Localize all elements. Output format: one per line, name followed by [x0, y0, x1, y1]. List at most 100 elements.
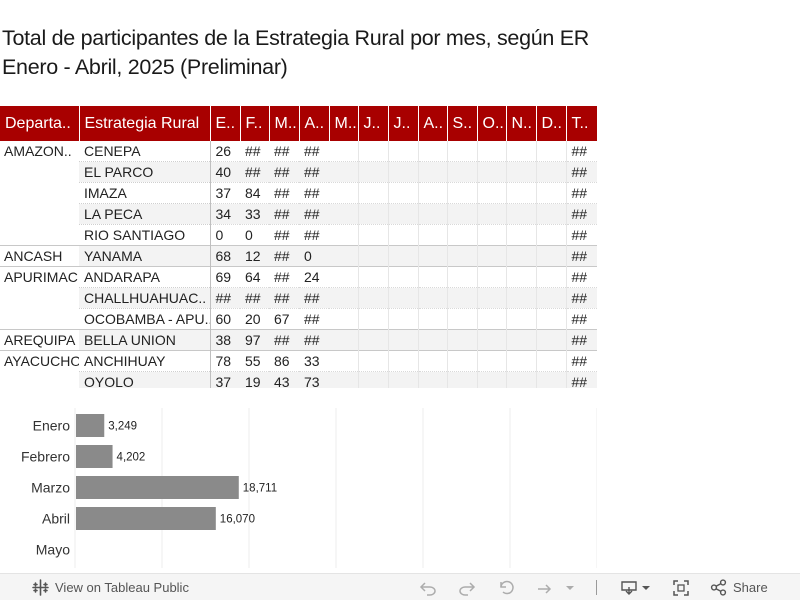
bar[interactable]: [76, 507, 216, 530]
month-value-cell: [536, 266, 567, 288]
refresh-button[interactable]: [535, 574, 555, 601]
bar-chart[interactable]: Enero 3,249 Febrero 4,202 Marzo 18,711 Abril 16…: [0, 408, 597, 568]
table-row[interactable]: AYACUCHO ANCHIHUAY 78 55 86 33 ##: [0, 350, 597, 372]
month-value-cell: ##: [299, 287, 329, 309]
download-button[interactable]: [621, 574, 651, 601]
column-header[interactable]: O..: [477, 106, 507, 141]
column-header[interactable]: J..: [358, 106, 389, 141]
month-value-cell: [358, 203, 389, 225]
table-row[interactable]: OYOLO 37 19 43 73 ##: [0, 371, 597, 388]
strategy-cell: OCOBAMBA - APU..: [79, 308, 211, 330]
refresh-dropdown[interactable]: [565, 574, 575, 601]
table-row[interactable]: IMAZA 37 84 ## ## ##: [0, 182, 597, 204]
month-value-cell: 68: [210, 245, 240, 267]
month-value-cell: [447, 371, 478, 388]
redo-button[interactable]: [458, 574, 476, 601]
column-header[interactable]: J..: [388, 106, 419, 141]
month-value-cell: [418, 224, 448, 246]
column-header[interactable]: F..: [240, 106, 270, 141]
month-value-cell: [418, 182, 448, 204]
month-value-cell: [388, 308, 419, 330]
column-header[interactable]: A..: [299, 106, 330, 141]
strategy-cell: ANDARAPA: [79, 266, 211, 288]
chevron-down-icon: [566, 585, 574, 590]
total-cell: ##: [566, 371, 597, 388]
month-value-cell: [477, 161, 507, 183]
table-row[interactable]: CHALLHUAHUAC.. ## ## ## ## ##: [0, 287, 597, 309]
table-row[interactable]: AMAZON.. CENEPA 26 ## ## ## ##: [0, 141, 597, 162]
title-line-1: Total de participantes de la Estrategia …: [2, 26, 590, 50]
column-header[interactable]: S..: [447, 106, 478, 141]
bar[interactable]: [76, 445, 113, 468]
data-label: 3,249: [108, 421, 137, 433]
month-value-cell: 0: [299, 245, 329, 267]
month-value-cell: [329, 329, 359, 351]
column-header[interactable]: Departa..: [0, 106, 80, 141]
total-cell: ##: [566, 350, 597, 372]
month-value-cell: ##: [299, 224, 329, 246]
month-value-cell: [329, 203, 359, 225]
data-label: 16,070: [220, 514, 255, 526]
column-header[interactable]: T..: [566, 106, 597, 141]
table-row[interactable]: ANCASH YANAMA 68 12 ## 0 ##: [0, 245, 597, 267]
revert-button[interactable]: [498, 574, 516, 601]
share-button[interactable]: Share: [710, 574, 768, 601]
month-value-cell: [506, 308, 537, 330]
month-value-cell: [477, 308, 507, 330]
month-value-cell: 60: [210, 308, 240, 330]
month-value-cell: [418, 308, 448, 330]
column-header[interactable]: A..: [418, 106, 448, 141]
month-value-cell: 33: [240, 203, 269, 225]
page-title: Total de participantes de la Estrategia …: [2, 24, 602, 82]
column-header[interactable]: M..: [329, 106, 359, 141]
month-value-cell: [388, 161, 419, 183]
revert-icon: [500, 580, 514, 594]
month-value-cell: [388, 203, 419, 225]
share-label: Share: [733, 580, 768, 595]
month-value-cell: 84: [240, 182, 269, 204]
table-row[interactable]: APURIMAC ANDARAPA 69 64 ## 24 ##: [0, 266, 597, 288]
month-value-cell: ##: [269, 141, 299, 162]
table-row[interactable]: EL PARCO 40 ## ## ## ##: [0, 161, 597, 183]
fullscreen-button[interactable]: [672, 574, 690, 601]
month-value-cell: 37: [210, 371, 240, 388]
title-line-2: Enero - Abril, 2025 (Preliminar): [2, 55, 288, 79]
month-value-cell: [536, 371, 567, 388]
month-value-cell: [506, 350, 537, 372]
total-cell: ##: [566, 266, 597, 288]
column-header[interactable]: D..: [536, 106, 567, 141]
strategy-cell: IMAZA: [79, 182, 211, 204]
month-value-cell: [477, 141, 507, 162]
month-value-cell: [506, 245, 537, 267]
table-row[interactable]: AREQUIPA BELLA UNION 38 97 ## ## ##: [0, 329, 597, 351]
month-value-cell: 0: [240, 224, 269, 246]
fullscreen-icon: [673, 579, 689, 596]
month-value-cell: [477, 350, 507, 372]
undo-icon: [419, 581, 436, 596]
department-cell: [0, 162, 79, 183]
month-value-cell: [477, 203, 507, 225]
month-value-cell: [388, 329, 419, 351]
undo-button[interactable]: [419, 574, 437, 601]
strategy-cell: CENEPA: [79, 141, 211, 162]
table-row[interactable]: OCOBAMBA - APU.. 60 20 67 ## ##: [0, 308, 597, 330]
month-value-cell: [536, 308, 567, 330]
bar[interactable]: [76, 476, 239, 499]
month-value-cell: [536, 287, 567, 309]
department-cell: [0, 288, 79, 309]
month-value-cell: [447, 161, 478, 183]
view-on-tableau-button[interactable]: View on Tableau Public: [32, 574, 189, 601]
column-header[interactable]: Estrategia Rural: [79, 106, 211, 141]
crosstab[interactable]: Departa.. Estrategia Rural E.. F.. M.. A.. M..…: [0, 106, 597, 388]
column-header[interactable]: N..: [506, 106, 537, 141]
table-row[interactable]: RIO SANTIAGO 0 0 ## ## ##: [0, 224, 597, 246]
column-header[interactable]: M..: [269, 106, 300, 141]
bar[interactable]: [76, 414, 105, 437]
table-row[interactable]: LA PECA 34 33 ## ## ##: [0, 203, 597, 225]
month-value-cell: ##: [269, 224, 299, 246]
total-cell: ##: [566, 308, 597, 330]
month-value-cell: 37: [210, 182, 240, 204]
month-value-cell: ##: [269, 203, 299, 225]
month-value-cell: ##: [269, 161, 299, 183]
column-header[interactable]: E..: [210, 106, 241, 141]
